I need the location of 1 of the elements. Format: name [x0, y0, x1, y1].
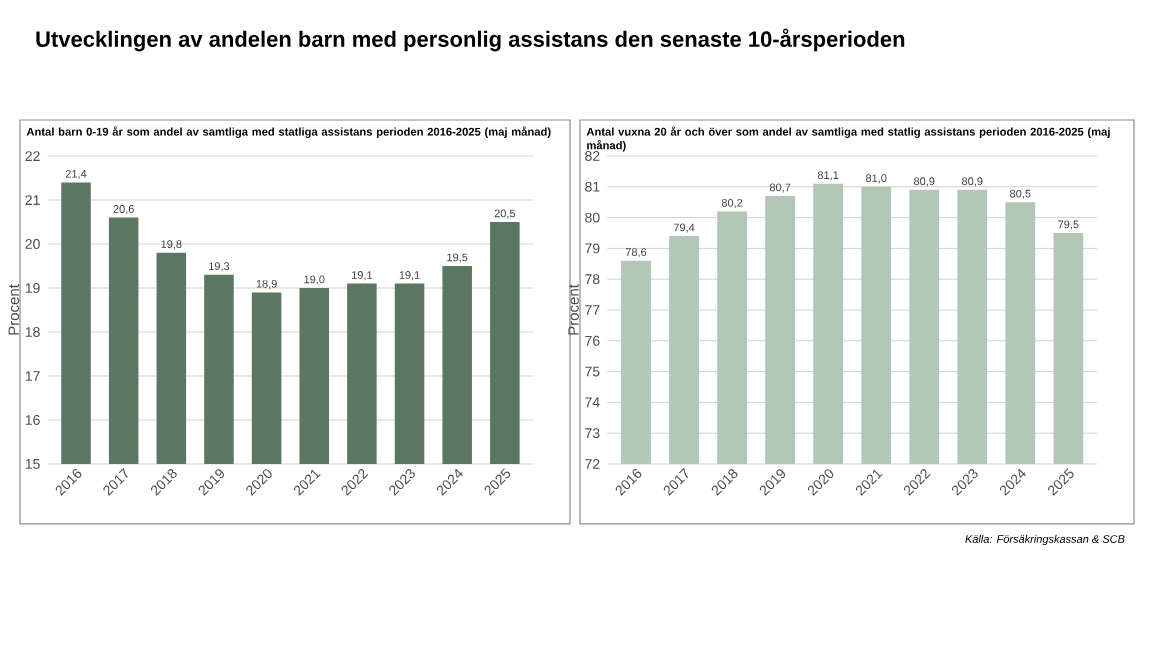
chart-title: Utvecklingen av andelen barn med personlig assistans den senaste 10-årsperioden — [36, 28, 905, 52]
